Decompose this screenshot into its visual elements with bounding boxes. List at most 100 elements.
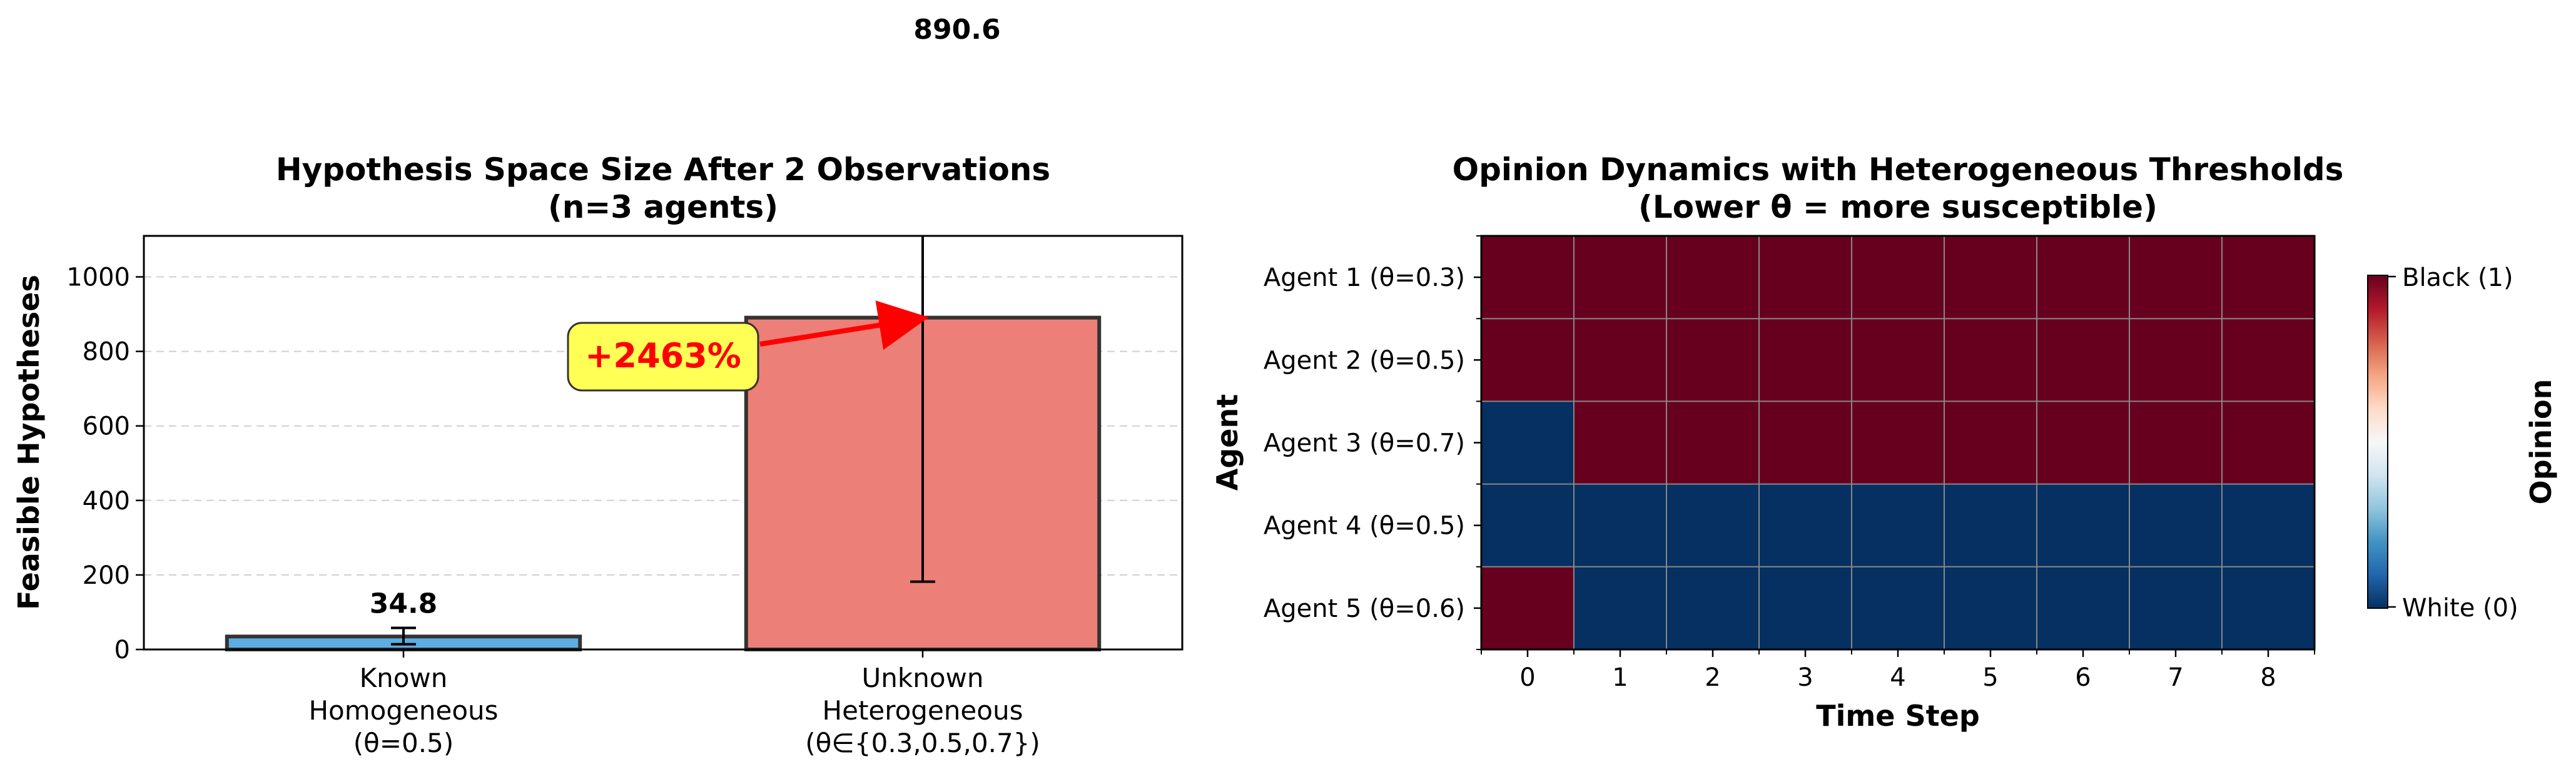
heatmap-gridlines xyxy=(1481,236,2315,649)
heatmap-cell xyxy=(2037,401,2130,485)
y-tick-label: 600 xyxy=(83,412,130,441)
heatmap-cell xyxy=(1944,566,2037,650)
heatmap-cell xyxy=(1944,484,2037,568)
heatmap-cell xyxy=(1574,318,1667,402)
heatmap-cell xyxy=(1759,236,1852,319)
heatmap-cell xyxy=(2037,566,2130,650)
heatmap-cell xyxy=(1759,566,1852,650)
heatmap-cell xyxy=(1852,401,1945,485)
agent-labels: Agent 1 (θ=0.3) Agent 2 (θ=0.5) Agent 3 (θ… xyxy=(1264,235,1481,650)
heatmap-cell xyxy=(2222,484,2315,568)
agent-label: Agent 4 (θ=0.5) xyxy=(1264,512,1465,541)
y-tick-label: 200 xyxy=(83,561,130,590)
x-tick-label: (θ∈{0.3,0.5,0.7}) xyxy=(805,728,1040,758)
annotation-box xyxy=(567,322,759,392)
y-tick-label: 1000 xyxy=(66,263,130,292)
colorbar-gradient xyxy=(2367,275,2388,609)
heatmap-cell xyxy=(1666,236,1760,319)
colorbar: Black (1) White (0) Opinion xyxy=(2367,263,2558,623)
time-tick-label: 8 xyxy=(2260,663,2276,692)
x-axis-label: Time Step xyxy=(1816,699,1980,733)
heatmap-cell xyxy=(1759,484,1852,568)
heatmap-cell xyxy=(1574,236,1667,319)
heatmap-cell xyxy=(2129,484,2223,568)
heatmap-cell xyxy=(1666,318,1760,402)
agent-label: Agent 1 (θ=0.3) xyxy=(1264,263,1465,292)
heatmap-cell xyxy=(1666,484,1760,568)
time-tick-label: 1 xyxy=(1612,663,1628,692)
time-step-ticks: 0 1 2 3 4 5 6 7 8 xyxy=(1481,649,2315,692)
time-tick-label: 2 xyxy=(1705,663,1720,692)
heatmap-cell xyxy=(2222,401,2315,485)
heatmap-cell xyxy=(1481,484,1575,568)
y-tick-label: 400 xyxy=(83,487,130,516)
heatmap-cell xyxy=(1481,236,1575,319)
heatmap-cells xyxy=(1481,236,2315,650)
heatmap-cell xyxy=(2037,484,2130,568)
heatmap-cell xyxy=(1481,318,1575,402)
heatmap-cell xyxy=(1852,236,1945,319)
heatmap-cell xyxy=(2129,318,2223,402)
x-tick-label: Heterogeneous xyxy=(823,695,1023,726)
time-tick-label: 4 xyxy=(1890,663,1905,692)
heatmap-subtitle: (Lower θ = more susceptible) xyxy=(1638,189,2158,225)
heatmap-cell xyxy=(1574,484,1667,568)
heatmap-cell xyxy=(1666,566,1760,650)
agent-axis-label: Agent xyxy=(1210,394,1244,491)
heatmap-title: Opinion Dynamics with Heterogeneous Thre… xyxy=(1453,151,2344,188)
colorbar-label: Opinion xyxy=(2524,379,2558,505)
percent-annotation: +2463% xyxy=(567,300,929,392)
y-ticks: 0 200 400 600 800 1000 xyxy=(66,263,144,664)
time-tick-label: 0 xyxy=(1519,663,1535,692)
heatmap-cell xyxy=(1666,401,1760,485)
y-axis-label: Feasible Hypotheses xyxy=(12,275,46,610)
colorbar-tick-black: Black (1) xyxy=(2402,263,2513,292)
chart-title: Hypothesis Space Size After 2 Observatio… xyxy=(276,151,1050,188)
heatmap-cell xyxy=(1944,236,2037,319)
heatmap-cell xyxy=(1574,566,1667,650)
heatmap-cell xyxy=(1852,318,1945,402)
chart-subtitle: (n=3 agents) xyxy=(548,189,778,225)
heatmap-cell xyxy=(1759,401,1852,485)
time-tick-label: 3 xyxy=(1797,663,1813,692)
heatmap-cell xyxy=(1852,566,1945,650)
y-tick-label: 0 xyxy=(114,636,130,664)
bar-value-label: 34.8 xyxy=(370,588,438,619)
heatmap-cell xyxy=(1759,318,1852,402)
colorbar-tick-white: White (0) xyxy=(2402,594,2518,623)
heatmap-cell xyxy=(1481,401,1575,485)
x-tick-label: (θ=0.5) xyxy=(353,728,454,758)
heatmap-cell xyxy=(2037,236,2130,319)
agent-label: Agent 2 (θ=0.5) xyxy=(1264,346,1465,375)
heatmap-chart: Agent 1 (θ=0.3) Agent 2 (θ=0.5) Agent 3 (θ… xyxy=(1210,151,2558,733)
heatmap-cell xyxy=(2222,318,2315,402)
heatmap-cell xyxy=(2129,566,2223,650)
heatmap-cell xyxy=(1574,401,1667,485)
heatmap-cell xyxy=(2129,401,2223,485)
heatmap-cell xyxy=(2037,318,2130,402)
heatmap-cell xyxy=(2222,236,2315,319)
heatmap-cell xyxy=(1852,484,1945,568)
heatmap-cell xyxy=(1944,401,2037,485)
heatmap-cell xyxy=(1481,566,1575,650)
y-tick-label: 800 xyxy=(83,338,130,367)
time-tick-label: 5 xyxy=(1982,663,1998,692)
x-tick-label: Known xyxy=(360,663,448,693)
x-tick-label: Homogeneous xyxy=(308,695,498,726)
heatmap-cell xyxy=(2222,566,2315,650)
annotation-text: +2463% xyxy=(585,336,741,375)
bar-plot-frame xyxy=(143,235,1184,651)
heatmap-cell xyxy=(1944,318,2037,402)
heatmap-cell xyxy=(2129,236,2223,319)
annotation-arrow xyxy=(759,300,929,350)
time-tick-label: 7 xyxy=(2168,663,2183,692)
agent-label: Agent 3 (θ=0.7) xyxy=(1264,429,1465,458)
error-bars xyxy=(391,236,935,646)
agent-label: Agent 5 (θ=0.6) xyxy=(1264,594,1465,623)
bar-value-label: 890.6 xyxy=(913,14,1000,46)
bar-chart: 34.8 890.6 0 200 400 600 800 1000 KnownHomogen… xyxy=(12,14,1184,758)
time-tick-label: 6 xyxy=(2075,663,2091,692)
x-tick-label: Unknown xyxy=(862,663,984,693)
